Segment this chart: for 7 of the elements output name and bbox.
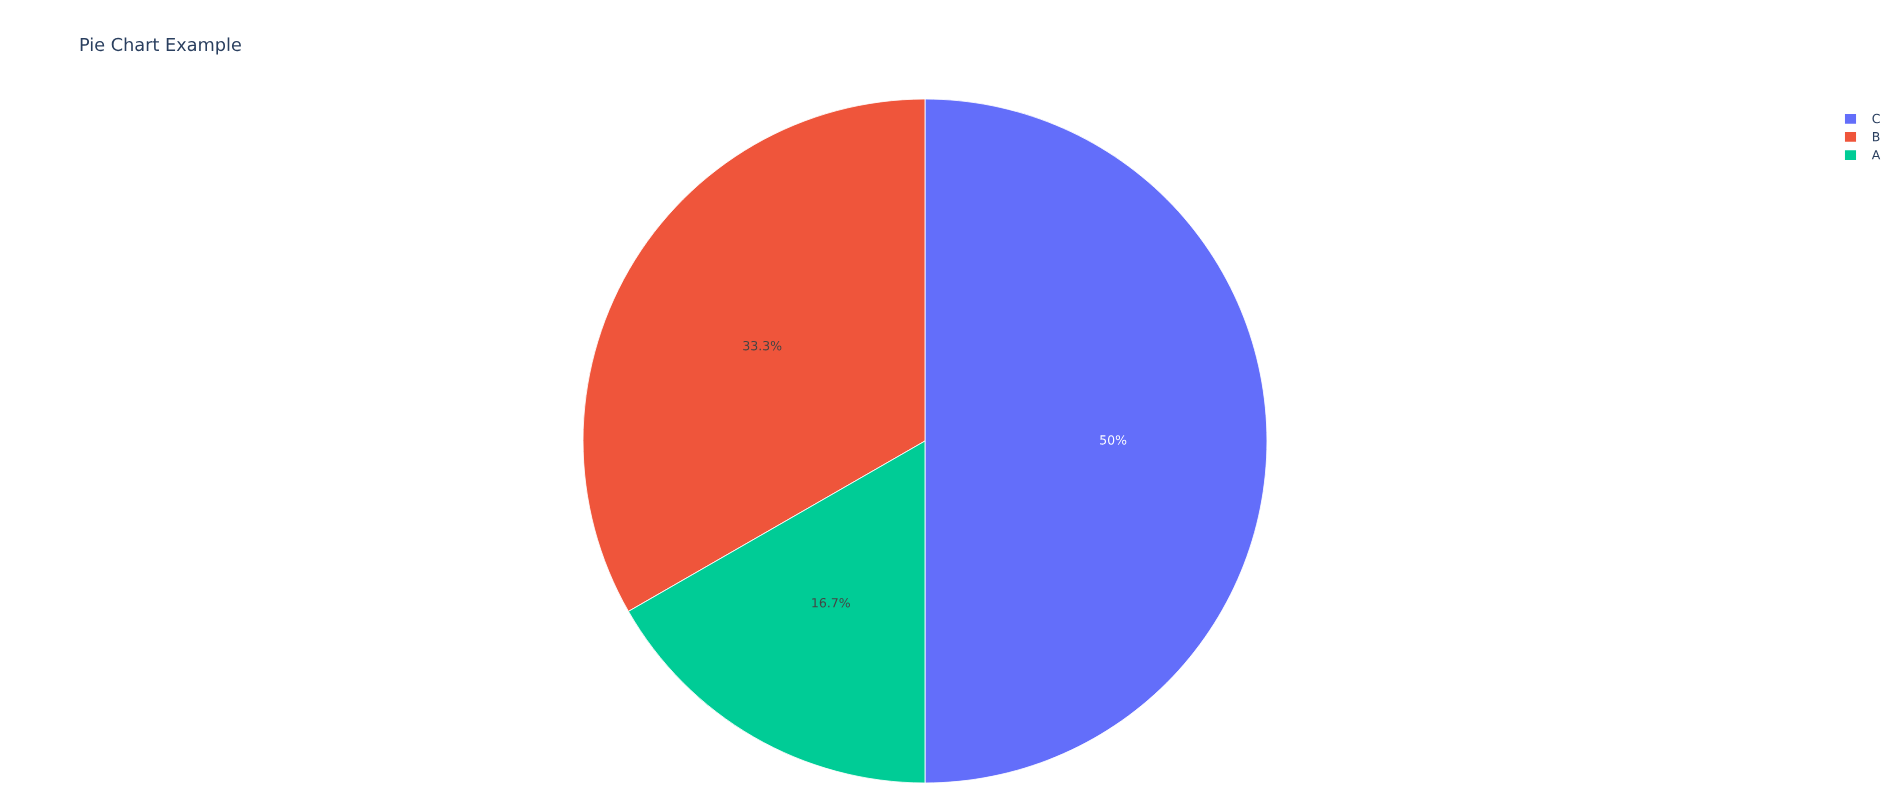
data-label: 50% [1100,435,1127,445]
data-label: 33.3% [743,340,782,351]
legend-label: C [1872,113,1880,124]
legend-label: B [1872,132,1880,142]
legend-label: A [1871,150,1881,160]
text: Pie Chart Example [80,37,241,55]
data-label: 16.7% [812,597,850,608]
